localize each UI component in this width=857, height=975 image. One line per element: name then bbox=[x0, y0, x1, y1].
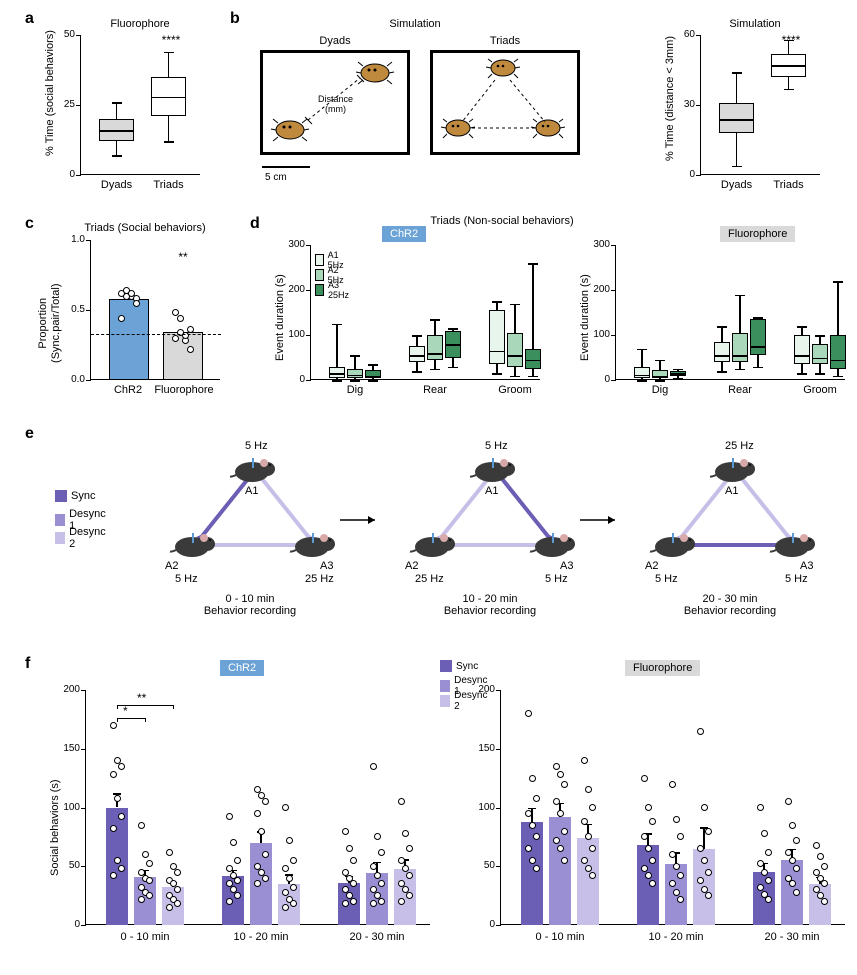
panel-e-diagram: 5 HzA1A25 HzA325 Hz0 - 10 minBehavior re… bbox=[160, 425, 840, 625]
panel-b-ylabel: % Time (distance < 3mm) bbox=[664, 61, 676, 161]
panel-c-title: Triads (Social behaviors) bbox=[65, 222, 225, 234]
panel-c-label: c bbox=[25, 215, 34, 233]
panel-d-fluor-chart: 0100200300DigRearGroom bbox=[615, 245, 845, 380]
panel-a-chart: 02550DyadsTriads**** bbox=[80, 35, 200, 175]
panel-a-ylabel: % Time (social behaviors) bbox=[44, 66, 56, 156]
dyads-box-label: Dyads bbox=[295, 35, 375, 47]
panel-e-label: e bbox=[25, 425, 34, 443]
scale-label: 5 cm bbox=[265, 172, 287, 183]
panel-f-chr2-chart: 0501001502000 - 10 min10 - 20 min20 - 30… bbox=[85, 690, 430, 925]
panel-f-label: f bbox=[25, 655, 30, 673]
distance-label: Distance(mm) bbox=[318, 95, 353, 115]
panel-f-ylabel-1: Social behaviors (s) bbox=[49, 756, 61, 876]
fluor-badge-f: Fluorophore bbox=[625, 660, 700, 676]
triads-box-label: Triads bbox=[465, 35, 545, 47]
panel-b-chart-title: Simulation bbox=[695, 18, 815, 30]
triad-lines bbox=[450, 70, 570, 140]
panel-b-chart: 03060DyadsTriads**** bbox=[700, 35, 820, 175]
panel-b-label: b bbox=[230, 10, 240, 28]
panel-b-sim-title: Simulation bbox=[355, 18, 475, 30]
panel-a-title: Fluorophore bbox=[80, 18, 200, 30]
panel-d-label: d bbox=[250, 215, 260, 233]
panel-d-title: Triads (Non-social behaviors) bbox=[412, 215, 592, 227]
scale-bar bbox=[260, 162, 320, 172]
panel-c-chart: 0.00.51.0ChR2Fluorophore** bbox=[90, 240, 220, 380]
chr2-badge-f: ChR2 bbox=[220, 660, 264, 676]
panel-a-label: a bbox=[25, 10, 34, 28]
fluor-badge: Fluorophore bbox=[720, 226, 795, 242]
panel-f-fluor-chart: 0501001502000 - 10 min10 - 20 min20 - 30… bbox=[500, 690, 845, 925]
panel-c-ylabel: Proportion(Sync.pair/Total) bbox=[37, 273, 63, 373]
chr2-badge: ChR2 bbox=[382, 226, 426, 242]
